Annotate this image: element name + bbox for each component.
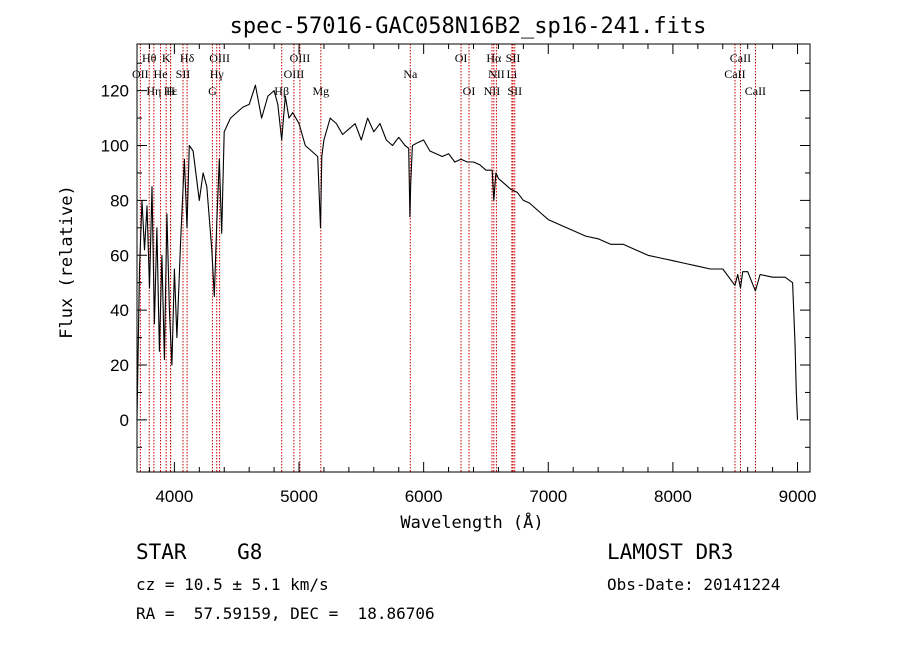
y-tick-label: 120 [101,82,129,101]
spectral-line-label: Na [403,67,418,81]
spectral-line-label: OI [455,51,468,65]
axes: 4000 5000 6000 7000 8000 9000 0 20 40 60 80 100 120 [101,44,817,506]
obs-date-text: Obs-Date: 20141224 [607,575,781,594]
spectral-line-label: SII [507,84,522,98]
x-tick-label: 9000 [779,487,817,506]
spectral-line-label: H [166,84,175,98]
spectral-line-label: Hθ [142,51,157,65]
spectral-line-label: He [154,67,168,81]
spectral-line-label: Hε [164,84,178,98]
spectral-line-label: OI [463,84,476,98]
spectral-line-label: Hδ [180,51,195,65]
spectral-line-label: OIII [290,51,311,65]
spectral-line-label: Hγ [210,67,225,81]
spectral-line-markers [139,44,756,472]
spectral-line-label: OIII [284,67,305,81]
x-axis-label: Wavelength (Å) [400,511,543,533]
x-tick-label: 8000 [654,487,692,506]
spectral-line-label: CaII [724,67,745,81]
spectral-line-label: Hη [146,84,161,98]
spectral-line-label: Hα [486,51,502,65]
spectral-line-label: G [208,84,217,98]
y-tick-label: 60 [110,246,129,265]
plot-frame [136,43,811,473]
y-tick-label: 0 [120,411,129,430]
x-tick-label: 7000 [529,487,567,506]
x-tick-label: 4000 [155,487,193,506]
classification-text: STAR G8 [136,540,263,564]
spectral-line-label: OII [132,67,149,81]
y-tick-label: 100 [101,137,129,156]
spectral-line-label: Mg [312,84,329,98]
x-tick-label: 5000 [280,487,318,506]
y-axis-label: Flux (relative) [57,185,77,339]
spectral-line-label: NII [488,67,505,81]
spectral-line-label: NII [484,84,501,98]
chart-title: spec-57016-GAC058N16B2_sp16-241.fits [230,14,707,39]
x-tick-label: 6000 [405,487,443,506]
redshift-text: cz = 10.5 ± 5.1 km/s [136,575,329,594]
y-tick-label: 40 [110,301,129,320]
spectrum-series [136,84,799,420]
y-tick-label: 80 [110,191,129,210]
spectral-line-label: CaII [730,51,751,65]
spectral-line-label: Hβ [274,84,289,98]
survey-text: LAMOST DR3 [607,540,734,564]
spectral-line-label: CaII [745,84,766,98]
spectral-line-label: SII [506,51,521,65]
spectral-line-label: SII [176,67,191,81]
spectral-line-label: OIII [209,51,230,65]
spectral-line-label: Li [507,67,518,81]
coordinates-text: RA = 57.59159, DEC = 18.86706 [136,604,435,623]
y-tick-label: 20 [110,356,129,375]
spectral-line-label: K [162,51,171,65]
spectrum-line [136,84,799,420]
